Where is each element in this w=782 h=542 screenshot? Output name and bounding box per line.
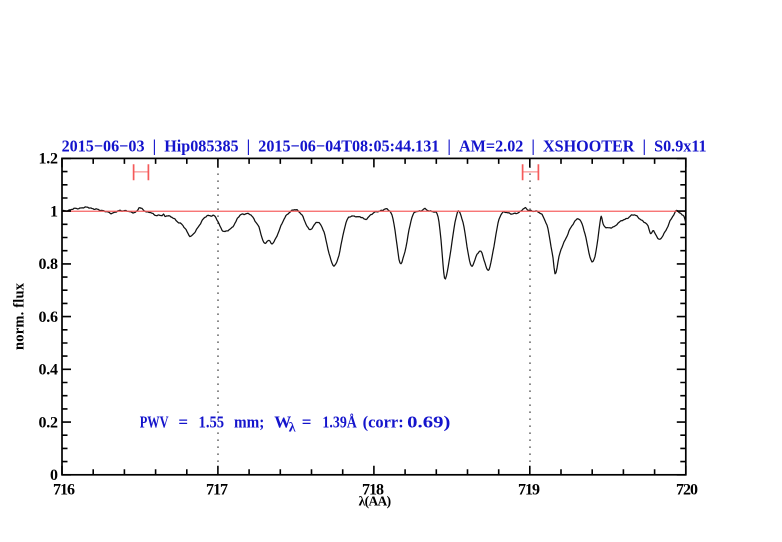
svg-text:718: 718 <box>362 481 384 498</box>
svg-text:0.69): 0.69) <box>407 413 450 432</box>
svg-text:717: 717 <box>206 481 228 498</box>
svg-text:W: W <box>274 413 291 432</box>
svg-text:716: 716 <box>53 481 75 498</box>
svg-text:(corr:: (corr: <box>363 413 404 432</box>
svg-text:1.39Å: 1.39Å <box>322 413 357 432</box>
svg-text:PWV: PWV <box>140 413 169 432</box>
svg-text:719: 719 <box>518 481 540 498</box>
svg-text:0.4: 0.4 <box>39 362 59 379</box>
svg-text:0: 0 <box>50 467 58 484</box>
svg-text:1: 1 <box>50 203 58 220</box>
svg-text:λ(AA): λ(AA) <box>359 494 392 509</box>
svg-text:1.2: 1.2 <box>39 151 59 168</box>
svg-text:mm;: mm; <box>234 413 264 432</box>
svg-text:=: = <box>178 413 188 432</box>
svg-text:2015−06−03 | Hip085385 | 2: 2015−06−03 | Hip085385 | 2015−06−04T08:0… <box>62 136 707 155</box>
svg-text:0.6: 0.6 <box>39 309 59 326</box>
svg-text:720: 720 <box>676 481 698 498</box>
svg-text:λ: λ <box>289 421 296 436</box>
svg-text:1.55: 1.55 <box>199 413 225 432</box>
svg-text:0.2: 0.2 <box>39 414 59 431</box>
svg-text:=: = <box>302 413 312 432</box>
svg-text:norm. flux: norm. flux <box>12 282 28 350</box>
svg-text:0.8: 0.8 <box>39 256 59 273</box>
